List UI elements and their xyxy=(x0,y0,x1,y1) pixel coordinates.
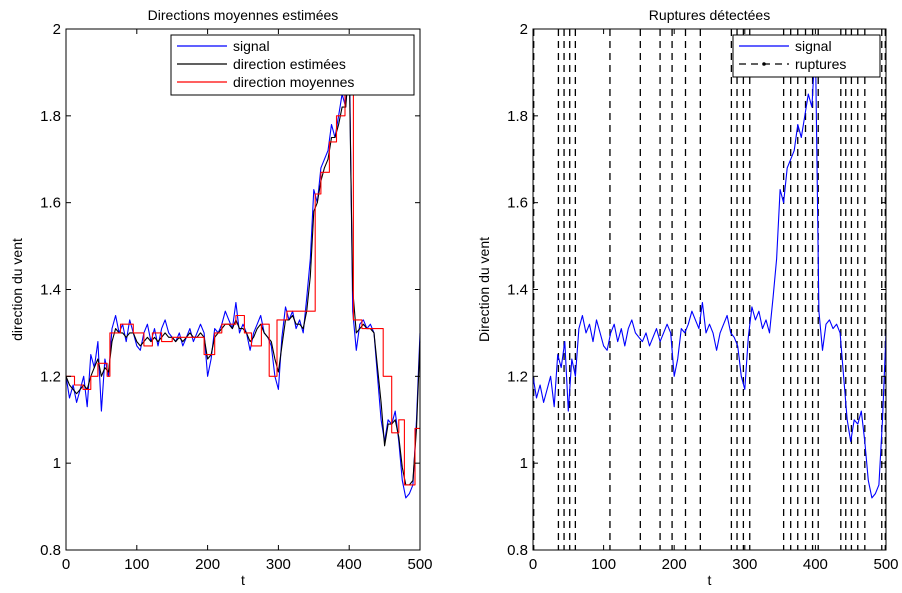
panel2-x-tick-label-4: 400 xyxy=(803,556,828,573)
panel2-legend-label-ruptures: ruptures xyxy=(795,56,846,72)
panel1-x-tick-label-3: 300 xyxy=(266,556,291,573)
panel1-y-tick-label-3: 1.4 xyxy=(40,282,61,299)
panel2-plot-area xyxy=(533,29,886,550)
panel2-legend-label-signal: signal xyxy=(795,38,832,54)
panel2-chart-title: Ruptures détectées xyxy=(649,7,770,23)
panel2-y-tick-label-2: 1.2 xyxy=(507,368,528,385)
panel1-legend-label-direction-estimées: direction estimées xyxy=(233,56,346,72)
panel1-y-tick-label-4: 1.6 xyxy=(40,195,61,212)
panel1-y-tick-label-6: 2 xyxy=(53,21,61,38)
panel2-y-tick-label-3: 1.4 xyxy=(507,282,528,299)
panel1-legend-label-direction-moyennes: direction moyennes xyxy=(233,74,354,90)
panel2-y-tick-label-1: 1 xyxy=(520,455,528,472)
panel1-y-axis-label: direction du vent xyxy=(9,238,25,341)
panel2-y-axis-label: Direction du vent xyxy=(476,237,492,342)
panel2-x-tick-label-1: 100 xyxy=(591,556,616,573)
panel1-chart-title: Directions moyennes estimées xyxy=(148,7,339,23)
panel2-y-tick-label-0: 0.8 xyxy=(507,542,528,559)
panel1-y-tick-label-1: 1 xyxy=(53,455,61,472)
panel1-y-tick-label-5: 1.8 xyxy=(40,108,61,125)
panel1-x-axis-label: t xyxy=(241,572,245,588)
panel2-x-tick-label-0: 0 xyxy=(529,556,537,573)
panel2-x-tick-label-5: 500 xyxy=(873,556,898,573)
panel2-x-axis-label: t xyxy=(708,572,712,588)
panel2-x-tick-label-3: 300 xyxy=(732,556,757,573)
panel1-x-tick-label-4: 400 xyxy=(337,556,362,573)
panel1-x-tick-label-5: 500 xyxy=(407,556,432,573)
panel1-x-tick-label-2: 200 xyxy=(195,556,220,573)
panel1-x-tick-label-0: 0 xyxy=(62,556,70,573)
panel1-y-tick-label-2: 1.2 xyxy=(40,368,61,385)
panel2-y-tick-label-4: 1.6 xyxy=(507,195,528,212)
panel2-legend-marker-ruptures xyxy=(762,62,766,66)
panel2-x-tick-label-2: 200 xyxy=(662,556,687,573)
panel1-plot-area xyxy=(66,29,420,550)
panel2-y-tick-label-5: 1.8 xyxy=(507,108,528,125)
panel2-y-tick-label-6: 2 xyxy=(520,21,528,38)
panel1-x-tick-label-1: 100 xyxy=(124,556,149,573)
panel1-y-tick-label-0: 0.8 xyxy=(40,542,61,559)
panel1-legend-label-signal: signal xyxy=(233,38,270,54)
